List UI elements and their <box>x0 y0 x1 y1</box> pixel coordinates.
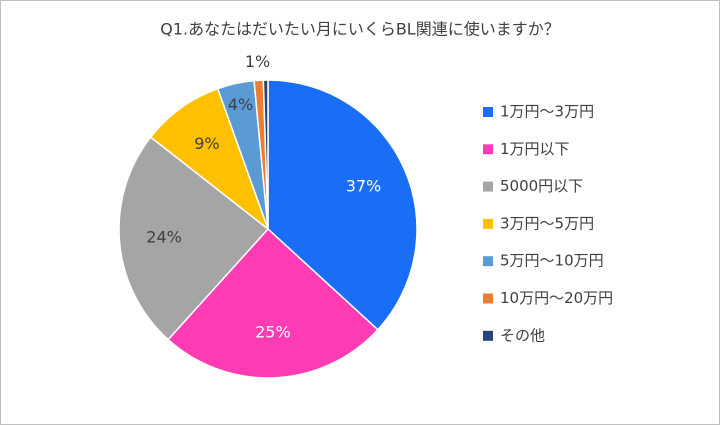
legend-label: その他 <box>500 326 545 344</box>
pie-slice <box>149 87 270 232</box>
legend-label: 10万円～20万円 <box>500 289 613 307</box>
legend-swatch <box>483 144 493 155</box>
legend-swatch <box>483 330 493 341</box>
pie-slice <box>262 79 269 230</box>
data-label: 24% <box>146 227 182 246</box>
data-label: 37% <box>346 177 382 196</box>
legend-label: 5万円～10万円 <box>500 252 604 270</box>
pie-slice <box>167 227 379 379</box>
pie-slice <box>118 136 270 341</box>
data-label: 1% <box>245 52 270 71</box>
data-label: 9% <box>194 134 219 153</box>
data-label: 25% <box>255 323 291 342</box>
legend-swatch <box>483 256 493 267</box>
legend-label: 3万円～5万円 <box>500 214 594 232</box>
legend-swatch <box>483 293 493 304</box>
pie-slice <box>267 79 418 331</box>
chart-title: Q1.あなたはだいたい月にいくらBL関連に使いますか？ <box>160 20 559 39</box>
legend-label: 1万円以下 <box>500 140 570 158</box>
legend-label: 5000円以下 <box>500 177 583 195</box>
legend-swatch <box>483 107 493 117</box>
data-label: 4% <box>228 95 253 114</box>
legend-label: 1万円～3万円 <box>500 103 594 121</box>
legend-swatch <box>483 181 493 192</box>
legend-swatch <box>483 218 493 229</box>
